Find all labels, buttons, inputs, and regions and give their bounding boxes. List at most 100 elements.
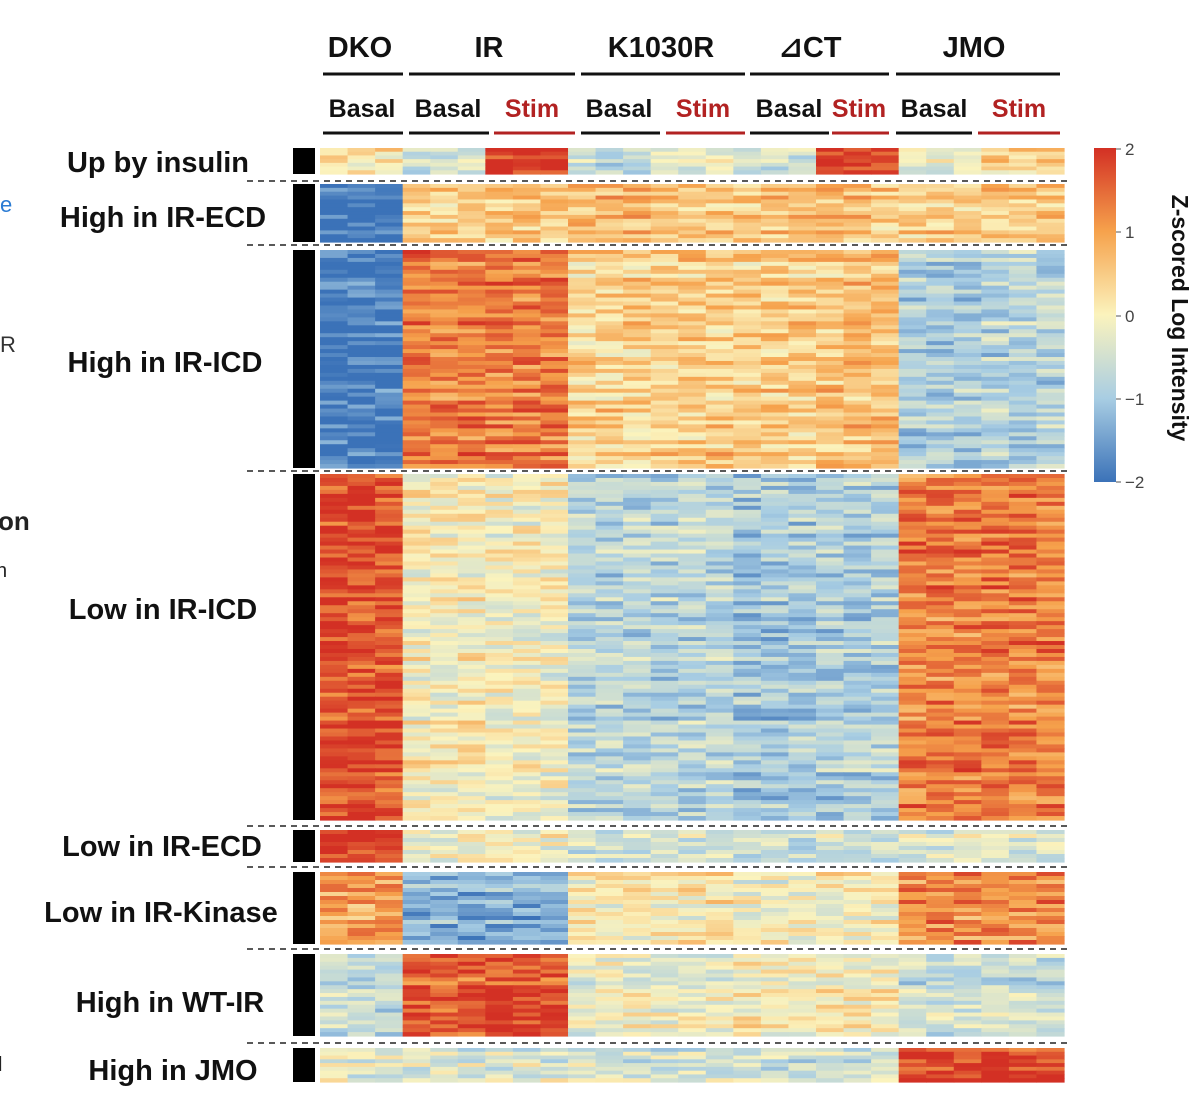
heatmap-cell — [457, 764, 486, 769]
heatmap-cell — [816, 784, 845, 789]
heatmap-cell — [540, 916, 569, 921]
heatmap-cell — [898, 428, 927, 433]
heatmap-cell — [816, 456, 845, 461]
heatmap-cell — [375, 912, 404, 917]
heatmap-cell — [347, 364, 376, 370]
heatmap-cell — [871, 162, 900, 168]
heatmap-cell — [678, 609, 707, 614]
heatmap-cell — [926, 808, 955, 813]
heatmap-cell — [816, 660, 845, 666]
heatmap-cell — [816, 724, 845, 730]
heatmap-cell — [926, 872, 955, 877]
heatmap-cell — [705, 337, 734, 342]
heatmap-cell — [733, 830, 762, 835]
heatmap-cell — [733, 846, 762, 851]
heatmap-cell — [430, 380, 459, 386]
heatmap-cell — [816, 341, 845, 346]
heatmap-cell — [705, 724, 734, 730]
heatmap-cell — [540, 309, 569, 315]
heatmap-cell — [733, 372, 762, 378]
heatmap-cell — [788, 238, 817, 243]
heatmap-cell — [623, 485, 652, 491]
heatmap-cell — [898, 281, 927, 287]
heatmap-cell — [871, 541, 900, 547]
heatmap-cell — [485, 700, 514, 706]
heatmap-cell — [485, 170, 514, 175]
heatmap-cell — [485, 842, 514, 847]
heatmap-cell — [650, 460, 679, 465]
heatmap-cell — [623, 704, 652, 710]
heatmap-cell — [595, 581, 624, 586]
heatmap-cell — [402, 892, 431, 897]
heatmap-cell — [953, 325, 982, 330]
heatmap-cell — [871, 908, 900, 913]
heatmap-cell — [402, 617, 431, 622]
heatmap-cell — [898, 333, 927, 338]
heatmap-cell — [788, 187, 817, 193]
heatmap-cell — [1036, 800, 1065, 805]
heatmap-cell — [623, 609, 652, 614]
heatmap-cell — [650, 780, 679, 785]
heatmap-cell — [623, 696, 652, 702]
heatmap-cell — [402, 199, 431, 204]
heatmap-cell — [898, 368, 927, 374]
heatmap-cell — [926, 816, 955, 821]
heatmap-cell — [402, 652, 431, 658]
heatmap-cell — [926, 842, 955, 847]
heatmap-cell — [816, 768, 845, 773]
heatmap-cell — [871, 850, 900, 855]
heatmap-cell — [375, 680, 404, 686]
heatmap-cell — [375, 724, 404, 730]
heatmap-cell — [760, 337, 790, 342]
heatmap-cell — [320, 792, 349, 797]
heatmap-cell — [347, 569, 376, 575]
heatmap-cell — [623, 329, 652, 334]
heatmap-cell — [457, 337, 486, 342]
heatmap-cell — [843, 545, 872, 551]
heatmap-cell — [760, 408, 790, 414]
heatmap-cell — [650, 207, 679, 212]
cluster-block — [320, 830, 1065, 863]
heatmap-cell — [650, 191, 679, 197]
heatmap-cell — [816, 846, 845, 851]
heatmap-cell — [623, 700, 652, 706]
heatmap-cell — [623, 341, 652, 346]
heatmap-cell — [623, 641, 652, 646]
heatmap-cell — [347, 513, 376, 519]
heatmap-cell — [430, 780, 459, 785]
heatmap-cell — [816, 474, 845, 479]
heatmap-cell — [898, 688, 927, 694]
heatmap-cell — [650, 569, 679, 575]
heatmap-cell — [540, 724, 569, 730]
heatmap-cell — [678, 788, 707, 793]
heatmap-cell — [623, 207, 652, 212]
heatmap-cell — [1036, 617, 1065, 622]
heatmap-cell — [402, 333, 431, 338]
heatmap-cell — [981, 880, 1010, 885]
heatmap-cell — [595, 436, 624, 441]
heatmap-cell — [871, 155, 900, 160]
heatmap-cell — [347, 400, 376, 406]
heatmap-cell — [733, 850, 762, 855]
heatmap-cell — [981, 892, 1010, 897]
heatmap-cell — [457, 207, 486, 212]
heatmap-cell — [347, 368, 376, 374]
heatmap-cell — [843, 321, 872, 326]
heatmap-cell — [540, 664, 569, 670]
heatmap-cell — [540, 533, 569, 539]
heatmap-cell — [457, 234, 486, 239]
heatmap-cell — [402, 353, 431, 358]
heatmap-cell — [347, 846, 376, 851]
heatmap-cell — [650, 613, 679, 618]
heatmap-cell — [623, 880, 652, 885]
heatmap-cell — [540, 448, 569, 453]
heatmap-cell — [898, 700, 927, 706]
heatmap-cell — [402, 648, 431, 654]
heatmap-cell — [650, 920, 679, 925]
heatmap-cell — [457, 203, 486, 208]
heatmap-cell — [540, 521, 569, 527]
heatmap-cell — [485, 265, 514, 271]
heatmap-cell — [347, 800, 376, 805]
heatmap-cell — [430, 660, 459, 666]
heatmap-cell — [1008, 569, 1038, 575]
